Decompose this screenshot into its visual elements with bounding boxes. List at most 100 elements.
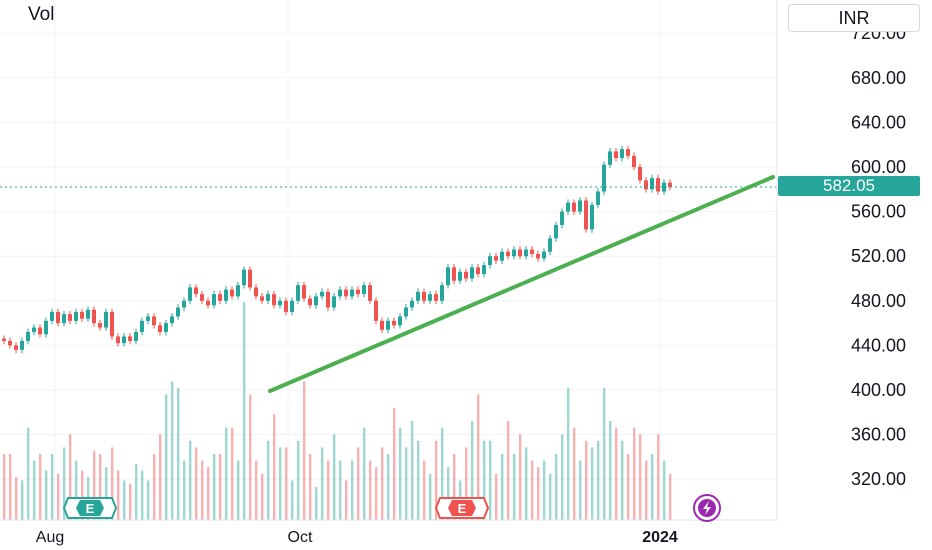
volume-bar [9, 454, 12, 520]
time-tick-label: 2024 [642, 529, 678, 546]
candle-body [554, 224, 558, 239]
candle-body [122, 336, 126, 344]
candle-body [446, 267, 450, 286]
candle-body [140, 320, 144, 333]
volume-bar [75, 460, 78, 520]
volume-bar [255, 460, 258, 520]
volume-bar [57, 473, 60, 520]
volume-bar [183, 460, 186, 520]
candle-body [284, 300, 288, 312]
volume-bar [429, 473, 432, 520]
volume-bar [435, 440, 438, 520]
candle-body [566, 202, 570, 212]
candle-body [350, 289, 354, 297]
currency-button[interactable]: INR [788, 4, 920, 32]
volume-bar [315, 487, 318, 520]
price-tick-label: 680.00 [851, 68, 906, 88]
candle-body [8, 340, 12, 346]
candle-body [560, 211, 564, 225]
price-tick-label: 600.00 [851, 157, 906, 177]
volume-bar [27, 427, 30, 520]
candle-body [416, 291, 420, 301]
volume-bar [105, 467, 108, 520]
candle-body [314, 296, 318, 306]
volume-bar [99, 454, 102, 520]
candle-body [542, 251, 546, 259]
volume-bar [591, 447, 594, 520]
candle-body [2, 338, 6, 341]
dividend-event-marker [693, 494, 721, 522]
volume-bar [639, 434, 642, 520]
volume-bar [339, 460, 342, 520]
volume-bar [111, 447, 114, 520]
candle-body [56, 311, 60, 324]
volume-bar [369, 460, 372, 520]
candle-body [524, 249, 528, 257]
volume-bar [321, 447, 324, 520]
volume-bar [453, 454, 456, 520]
candle-body [626, 149, 630, 156]
candle-body [500, 251, 504, 261]
volume-bar [267, 440, 270, 520]
volume-bar [645, 460, 648, 520]
candle-body [290, 300, 294, 312]
volume-bar [447, 467, 450, 520]
candle-body [188, 287, 192, 301]
volume-bar [225, 427, 228, 520]
volume-bar [345, 480, 348, 520]
candle-body [362, 285, 366, 295]
candle-body [212, 294, 216, 306]
volume-bar [513, 454, 516, 520]
candle-body [164, 323, 168, 333]
volume-bars [3, 302, 672, 520]
volume-bar [477, 394, 480, 520]
event-marker-letter: E [458, 501, 467, 516]
candle-body [296, 285, 300, 301]
candle-body [92, 309, 96, 324]
candle-body [242, 269, 246, 286]
candle-body [494, 256, 498, 261]
volume-bar [507, 421, 510, 520]
trendline[interactable] [268, 175, 775, 393]
candle-body [608, 151, 612, 165]
volume-bar [171, 381, 174, 520]
candle-body [614, 151, 618, 159]
candle-body [410, 300, 414, 308]
candle-body [458, 271, 462, 281]
earnings-event-marker: E [434, 497, 490, 519]
volume-bar [381, 447, 384, 520]
volume-bar [537, 467, 540, 520]
volume-bar [129, 483, 132, 520]
volume-bar [63, 447, 66, 520]
candle-body [170, 316, 174, 324]
volume-bar [411, 421, 414, 520]
candle-body [218, 294, 222, 301]
candle-body [392, 320, 396, 326]
candle-body [518, 249, 522, 257]
volume-bar [261, 473, 264, 520]
volume-bar [603, 388, 606, 520]
candle-body [74, 311, 78, 321]
earnings-event-marker: E [62, 497, 118, 519]
candle-body [572, 202, 576, 212]
price-axis-labels: 720.00680.00640.00600.00560.00520.00480.… [851, 23, 906, 489]
candle-body [602, 164, 606, 192]
price-tick-label: 440.00 [851, 335, 906, 355]
volume-bar [291, 480, 294, 520]
volume-bar [51, 454, 54, 520]
candle-body [44, 320, 48, 335]
volume-bar [609, 421, 612, 520]
volume-bar [549, 473, 552, 520]
event-marker-badge [76, 500, 104, 516]
candle-body [380, 320, 384, 330]
price-tick-label: 400.00 [851, 380, 906, 400]
volume-bar [135, 463, 138, 520]
volume-bar [123, 480, 126, 520]
price-tick-label: 360.00 [851, 425, 906, 445]
volume-bar [501, 454, 504, 520]
candle-body [62, 314, 66, 324]
volume-bar [663, 460, 666, 520]
